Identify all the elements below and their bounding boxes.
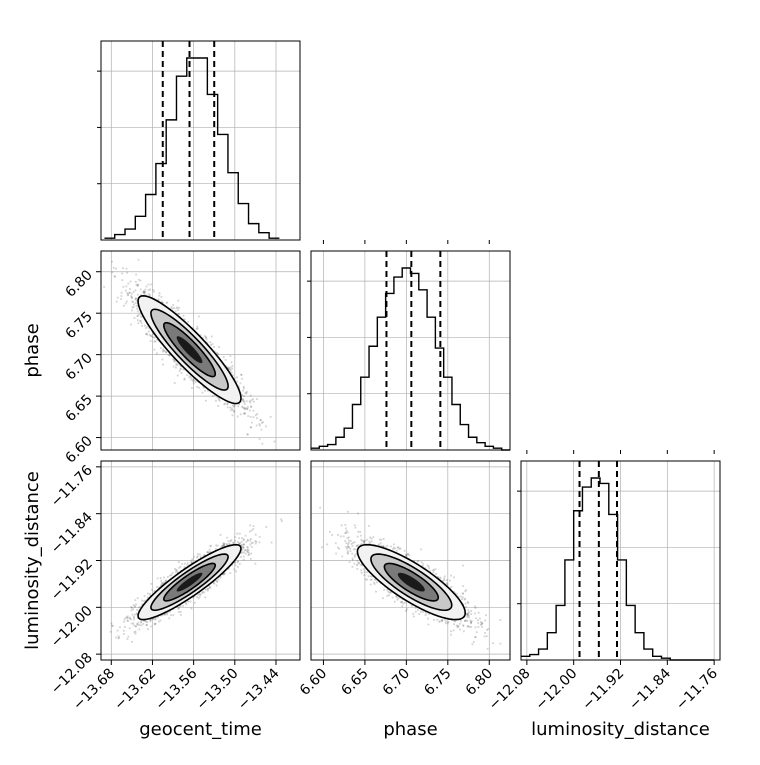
x-axis-label: luminosity_distance bbox=[531, 719, 710, 740]
x-tick-label: 6.75 bbox=[421, 666, 454, 699]
x-tick-label: −13.62 bbox=[111, 666, 159, 714]
scatter-panel-geocent_time-luminosity_distance bbox=[101, 461, 301, 660]
y-tick-label: 6.65 bbox=[62, 392, 95, 425]
y-tick-label: 6.75 bbox=[62, 309, 95, 342]
x-tick-label: 6.65 bbox=[338, 666, 371, 699]
x-tick-label: 6.60 bbox=[297, 666, 330, 699]
y-tick-label: 6.60 bbox=[62, 433, 95, 466]
x-tick-label: −13.44 bbox=[235, 665, 283, 713]
x-axis-geocent_time: −13.68−13.62−13.56−13.50−13.44geocent_ti… bbox=[70, 660, 283, 740]
x-axis-label: geocent_time bbox=[139, 719, 262, 740]
histogram-step-geocent_time bbox=[104, 58, 279, 238]
y-tick-label: −12.00 bbox=[48, 603, 96, 651]
x-tick-label: −12.00 bbox=[533, 666, 581, 714]
scatter-panel-geocent_time-phase bbox=[92, 242, 300, 450]
y-axis-luminosity_distance: −12.08−12.00−11.92−11.84−11.76luminosity… bbox=[22, 462, 101, 697]
scatter-points bbox=[92, 242, 276, 445]
x-tick-label: −12.08 bbox=[486, 666, 534, 714]
inner-ticks bbox=[527, 450, 714, 454]
histogram-panel-geocent_time bbox=[97, 41, 300, 240]
x-tick-label: −11.84 bbox=[626, 665, 674, 713]
x-tick-label: −11.76 bbox=[673, 665, 721, 713]
x-tick-label: −11.92 bbox=[579, 666, 627, 714]
y-tick-label: −11.84 bbox=[48, 509, 96, 557]
x-axis-luminosity_distance: −12.08−12.00−11.92−11.84−11.76 luminosity… bbox=[486, 660, 721, 740]
histogram-panel-luminosity_distance bbox=[517, 461, 720, 660]
x-tick-label: −13.56 bbox=[153, 665, 201, 713]
y-tick-label: 6.70 bbox=[62, 350, 95, 383]
histogram-panel-phase bbox=[307, 251, 510, 450]
x-axis-label: phase bbox=[383, 719, 437, 740]
y-tick-label: 6.80 bbox=[62, 267, 95, 300]
x-tick-label: 6.80 bbox=[463, 666, 496, 699]
inner-ticks bbox=[323, 240, 489, 244]
x-tick-label: 6.70 bbox=[380, 666, 413, 699]
scatter-points bbox=[110, 516, 301, 642]
x-tick-label: −13.50 bbox=[194, 666, 242, 714]
y-tick-label: −11.92 bbox=[48, 556, 96, 604]
scatter-panel-phase-luminosity_distance bbox=[311, 461, 510, 660]
y-tick-label: −11.76 bbox=[48, 462, 96, 510]
y-axis-label: luminosity_distance bbox=[22, 471, 43, 650]
y-axis-label: phase bbox=[22, 323, 43, 377]
y-axis-phase: 6.60 6.65 6.70 6.75 6.80 phase bbox=[22, 267, 101, 466]
scatter-points bbox=[319, 507, 501, 650]
